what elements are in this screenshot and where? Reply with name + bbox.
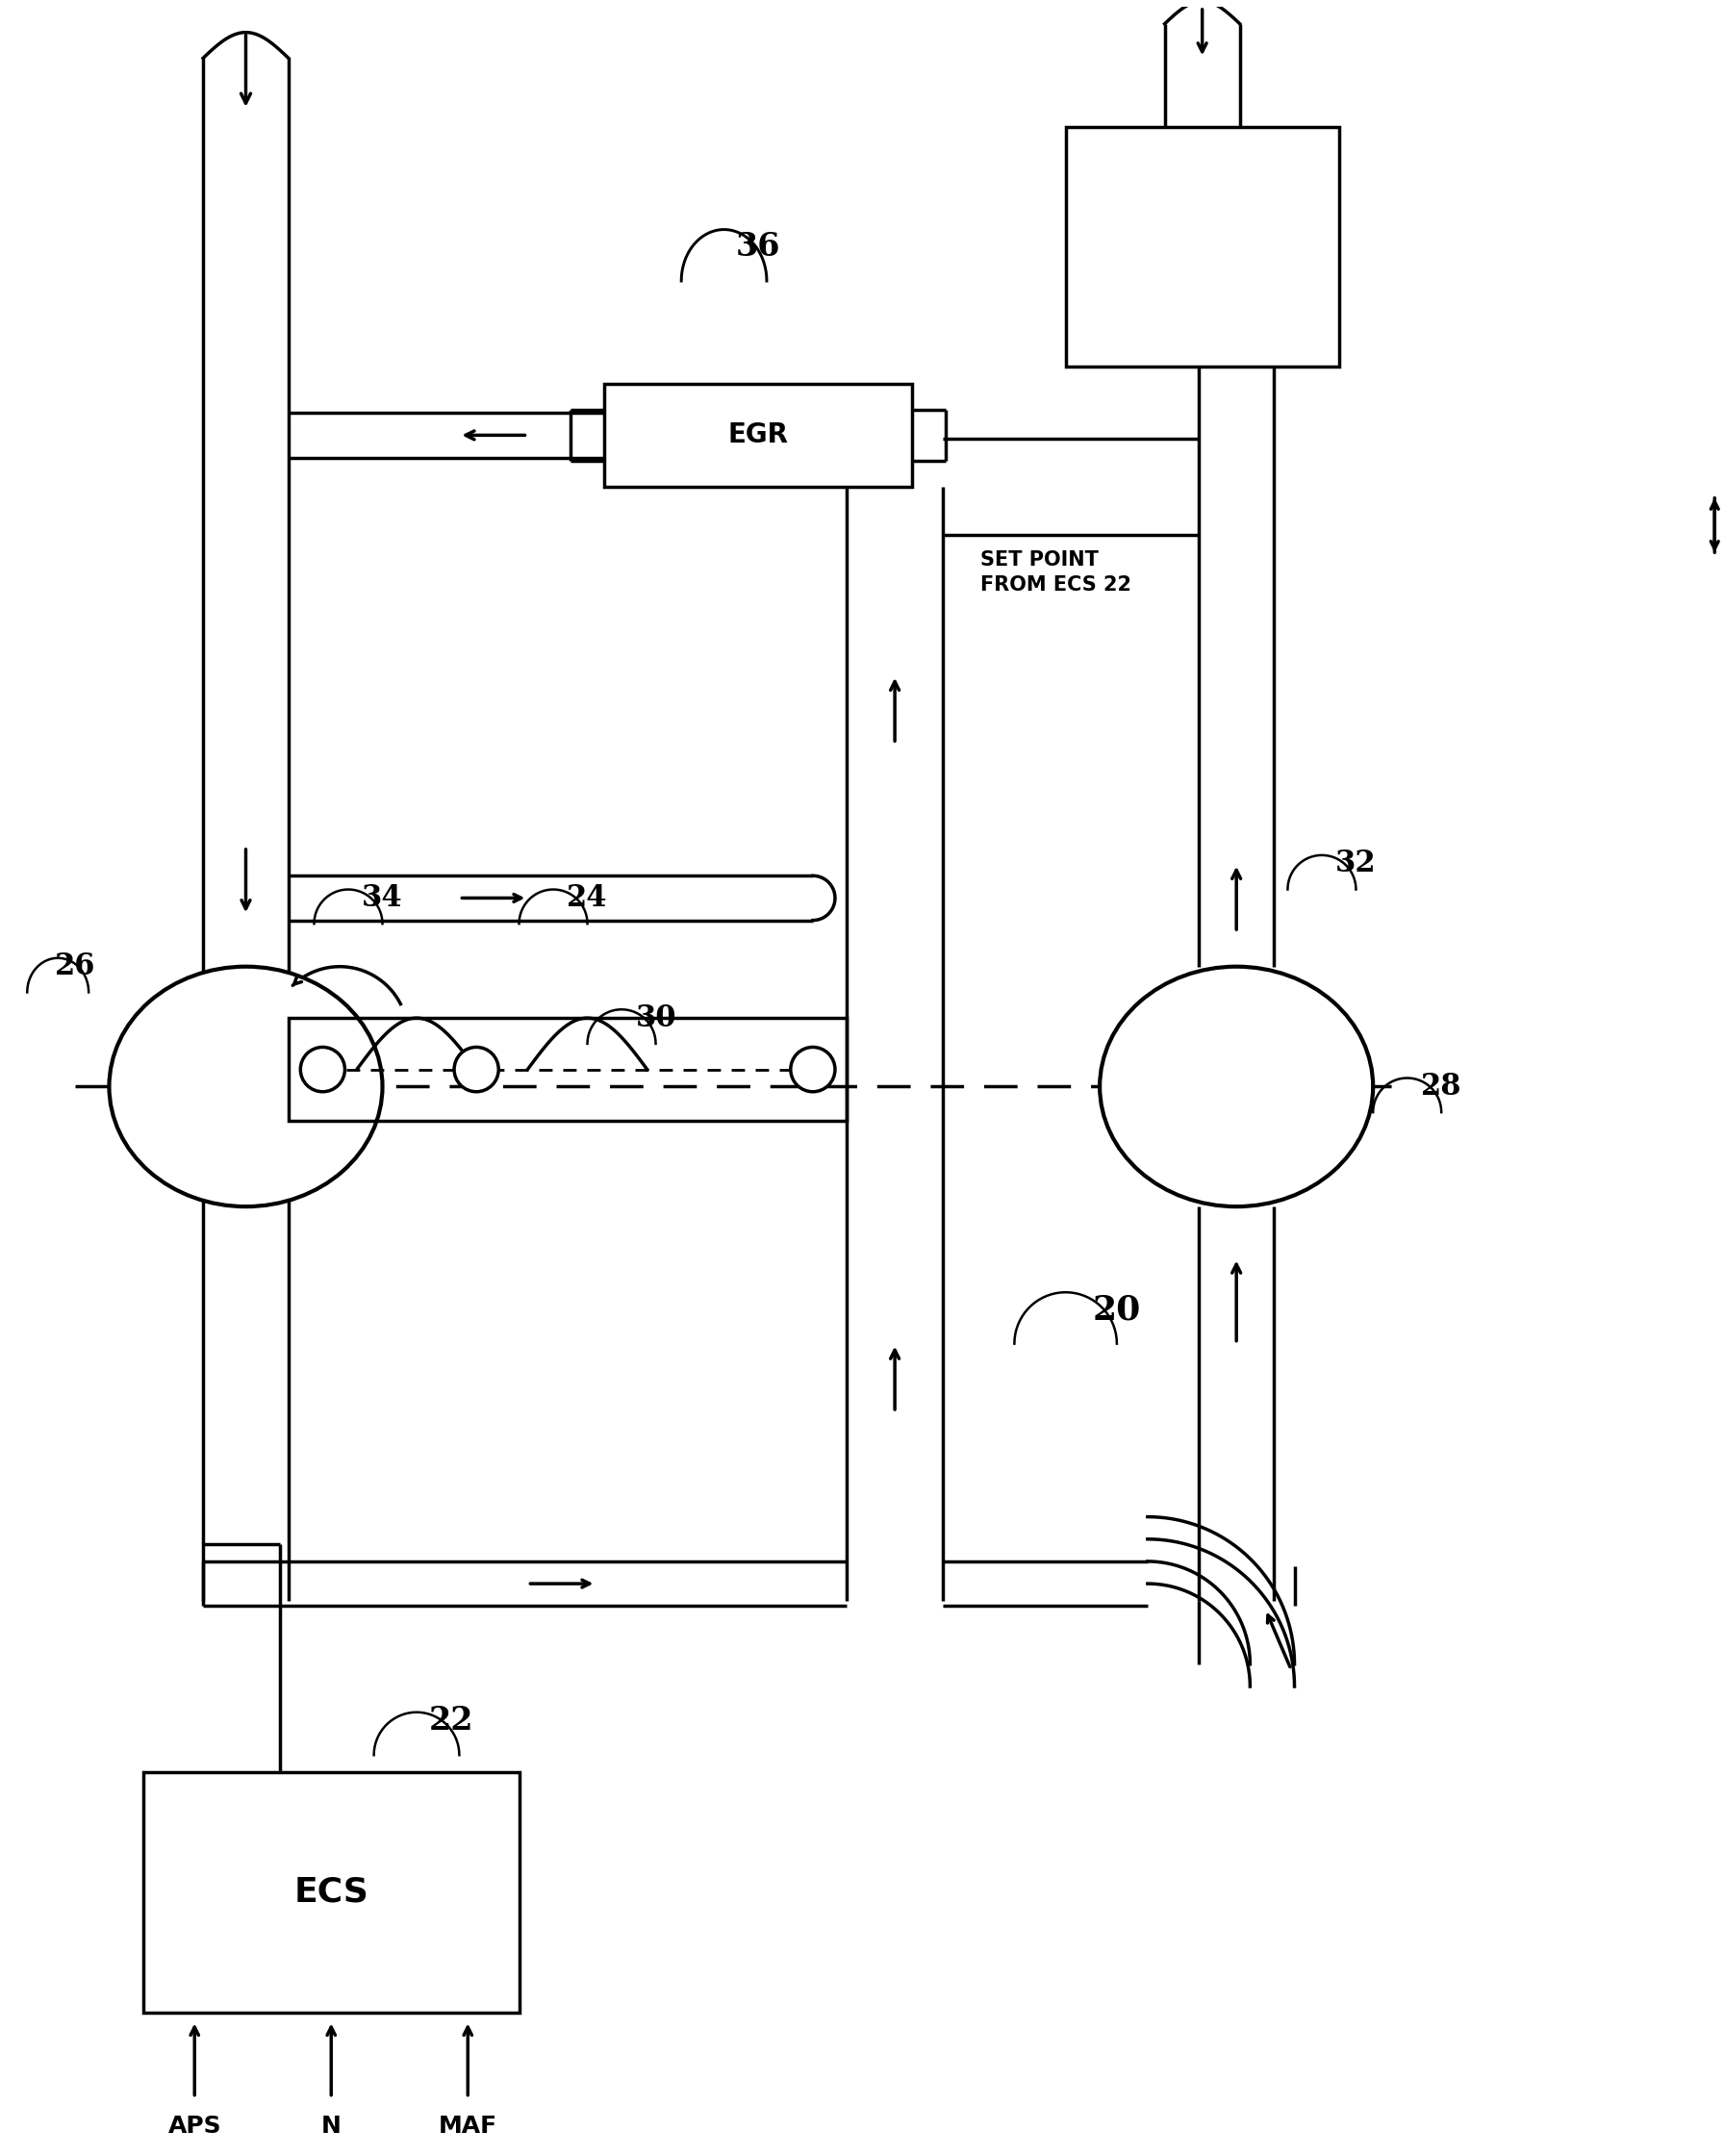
Circle shape — [791, 1048, 834, 1091]
Text: 24: 24 — [567, 884, 609, 912]
Text: ECS: ECS — [293, 1876, 369, 1908]
Text: 28: 28 — [1421, 1072, 1462, 1102]
Text: SET POINT
FROM ECS 22: SET POINT FROM ECS 22 — [981, 550, 1131, 595]
Circle shape — [453, 1048, 498, 1091]
Bar — [605, 384, 912, 487]
Bar — [288, 1018, 846, 1121]
Bar — [1065, 127, 1340, 367]
Bar — [143, 1772, 519, 2012]
Text: 36: 36 — [736, 231, 781, 263]
Text: 34: 34 — [362, 884, 403, 912]
Text: APS: APS — [167, 2115, 221, 2139]
Text: EGR: EGR — [728, 423, 788, 448]
Text: 20: 20 — [1093, 1294, 1141, 1326]
Text: 32: 32 — [1336, 849, 1376, 880]
Ellipse shape — [109, 966, 383, 1207]
Text: 22: 22 — [428, 1705, 472, 1738]
Text: MAF: MAF — [438, 2115, 497, 2139]
Text: 26: 26 — [55, 951, 95, 981]
Ellipse shape — [1100, 966, 1372, 1207]
Text: N: N — [321, 2115, 341, 2139]
Text: 30: 30 — [634, 1003, 676, 1033]
Circle shape — [300, 1048, 345, 1091]
